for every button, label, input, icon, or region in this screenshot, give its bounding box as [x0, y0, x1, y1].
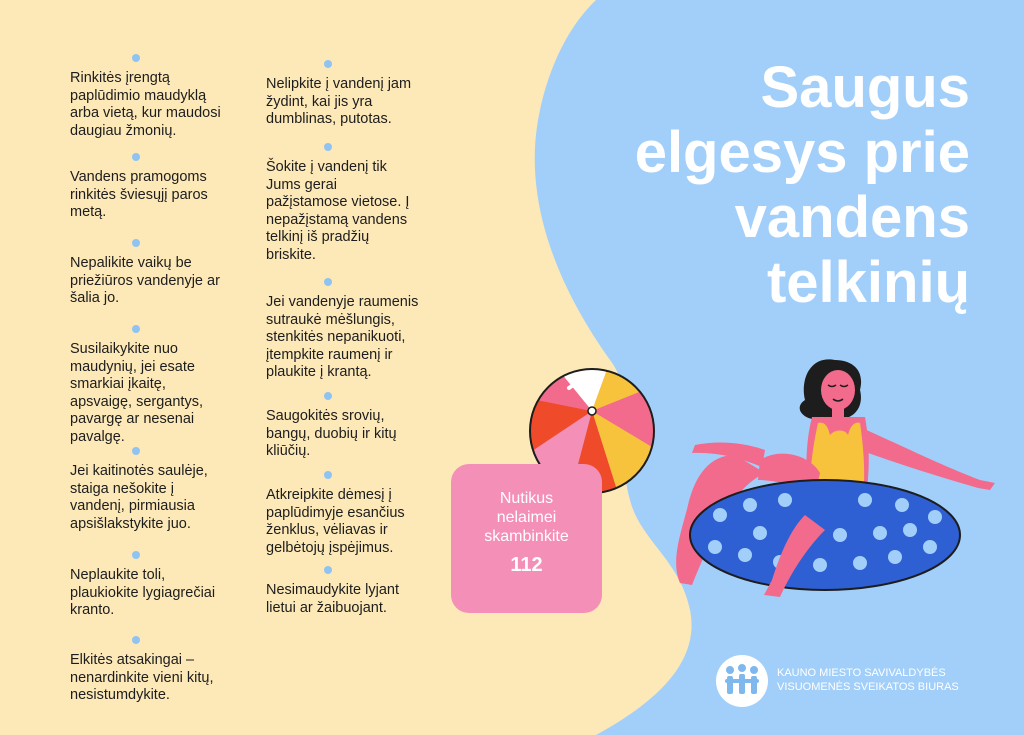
tip-text: Saugokitės srovių, bangų, duobių ir kitų… [266, 408, 397, 459]
tip-text: Nelipkite į vandenį jam žydint, kai jis … [266, 76, 412, 127]
bullet-dot-icon [132, 447, 140, 455]
bullet-dot-icon [132, 153, 140, 161]
tip-text: Nepalikite vaikų be priežiūros vandenyje… [70, 255, 220, 306]
bullet-dot-icon [132, 551, 140, 559]
tip-item: Vandens pramogoms rinkitės šviesųjį paro… [70, 153, 208, 222]
tip-text: Vandens pramogoms rinkitės šviesųjį paro… [70, 169, 208, 220]
tip-item: Susilaikykite nuo maudynių, jei esate sm… [70, 325, 203, 446]
organization-name-line2: VISUOMENĖS SVEIKATOS BIURAS [777, 680, 959, 693]
tip-item: Nesimaudykite lyjant lietui ar žaibuojan… [266, 566, 399, 617]
organization-name: KAUNO MIESTO SAVIVALDYBĖS VISUOMENĖS SVE… [777, 667, 959, 694]
tip-text: Jei kaitinotės saulėje, staiga nešokite … [70, 463, 208, 532]
tip-item: Jei kaitinotės saulėje, staiga nešokite … [70, 447, 208, 533]
tip-item: Elkitės atsakingai – nenardinkite vieni … [70, 636, 214, 705]
emergency-label: Nutikus nelaimei skambinkite [484, 490, 569, 545]
tip-item: Atkreipkite dėmesį į paplūdimyje esančiu… [266, 471, 405, 557]
people-logo-icon [716, 655, 768, 707]
tip-text: Jei vandenyje raumenis sutraukė mėšlungi… [266, 294, 419, 380]
tip-item: Nelipkite į vandenį jam žydint, kai jis … [266, 60, 412, 129]
bullet-dot-icon [324, 392, 332, 400]
emergency-call-box: Nutikus nelaimei skambinkite 112 [451, 464, 602, 613]
bullet-dot-icon [324, 143, 332, 151]
tip-text: Susilaikykite nuo maudynių, jei esate sm… [70, 341, 203, 445]
tip-item: Neplaukite toli, plaukiokite lygiagrečia… [70, 551, 216, 620]
page-title: Saugus elgesys prie vandens telkinių [634, 55, 970, 315]
tip-item: Nepalikite vaikų be priežiūros vandenyje… [70, 239, 220, 308]
bullet-dot-icon [132, 636, 140, 644]
organization-name-line1: KAUNO MIESTO SAVIVALDYBĖS [777, 667, 946, 679]
tip-text: Rinkitės įrengtą paplūdimio maudyklą arb… [70, 70, 221, 139]
tip-text: Atkreipkite dėmesį į paplūdimyje esančiu… [266, 487, 405, 556]
emergency-number: 112 [510, 554, 543, 576]
bullet-dot-icon [132, 54, 140, 62]
tip-item: Saugokitės srovių, bangų, duobių ir kitų… [266, 392, 397, 461]
tip-text: Šokite į vandenį tik Jums gerai pažįstam… [266, 159, 410, 263]
bullet-dot-icon [324, 60, 332, 68]
bullet-dot-icon [324, 566, 332, 574]
tip-item: Šokite į vandenį tik Jums gerai pažįstam… [266, 143, 410, 264]
woman-on-swim-ring-illustration [676, 359, 995, 597]
tip-item: Rinkitės įrengtą paplūdimio maudyklą arb… [70, 54, 221, 140]
tip-text: Elkitės atsakingai – nenardinkite vieni … [70, 652, 214, 703]
bullet-dot-icon [132, 239, 140, 247]
bullet-dot-icon [324, 278, 332, 286]
bullet-dot-icon [324, 471, 332, 479]
bullet-dot-icon [132, 325, 140, 333]
tip-text: Nesimaudykite lyjant lietui ar žaibuojan… [266, 582, 399, 616]
tip-text: Neplaukite toli, plaukiokite lygiagrečia… [70, 567, 216, 618]
tip-item: Jei vandenyje raumenis sutraukė mėšlungi… [266, 278, 419, 382]
